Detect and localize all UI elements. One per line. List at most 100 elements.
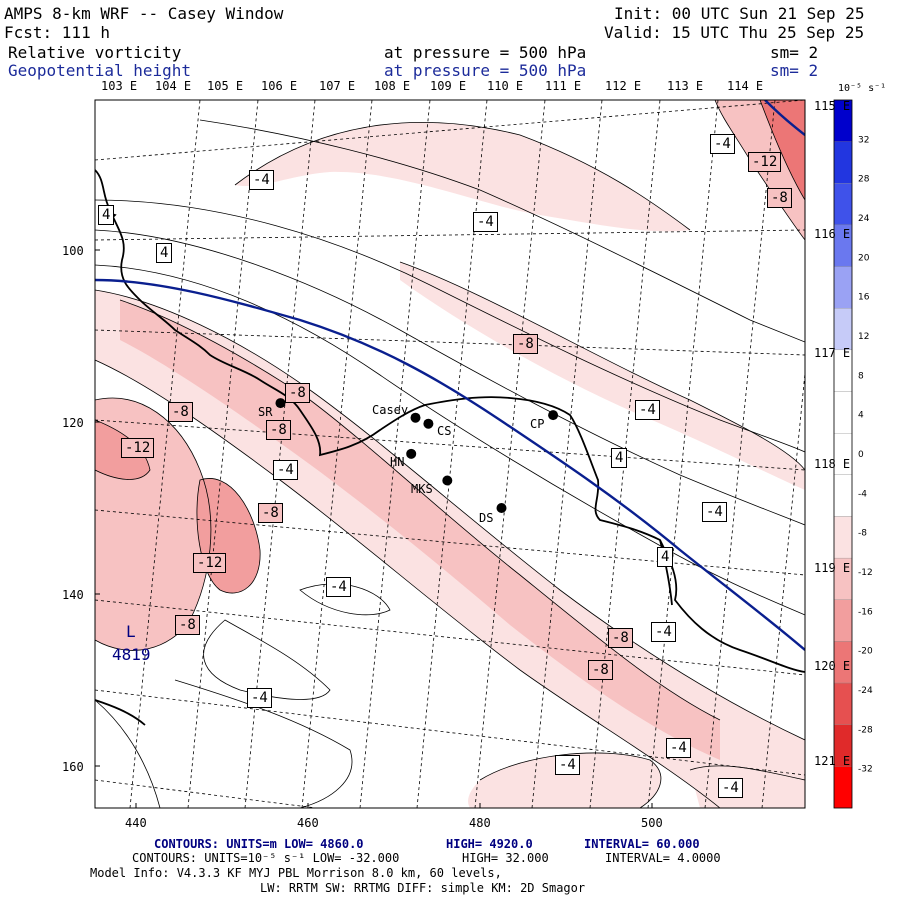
- colorbar-tick-label: -20: [858, 647, 873, 657]
- plot-frame: [94, 99, 806, 809]
- colorbar-tick-label: -8: [858, 529, 867, 539]
- colorbar-tick-label: 20: [858, 253, 870, 263]
- lon-label: 112 E: [605, 79, 642, 93]
- contour-label: -4: [635, 400, 660, 420]
- contour-label: -4: [273, 460, 298, 480]
- contour-label: 4: [657, 547, 674, 567]
- station-dot-sr: [275, 398, 286, 409]
- station-label-casey: Casey: [372, 403, 409, 417]
- station-dot-ds: [496, 503, 507, 513]
- vorticity-shading: [95, 100, 805, 808]
- station-dot-mks: [442, 475, 453, 486]
- lon-label: 105 E: [207, 79, 244, 93]
- contour-label: -4: [473, 212, 498, 232]
- shade-patch-south: [468, 752, 661, 808]
- footer-vort-high: HIGH= 32.000: [462, 851, 549, 865]
- grid-y-label: 140: [62, 588, 84, 602]
- lon-label: 109 E: [430, 79, 467, 93]
- contour-label: -12: [748, 152, 782, 172]
- contour-label: -4: [651, 622, 676, 642]
- lon-label-right: 119 E: [814, 561, 851, 575]
- station-label-mks: MKS: [411, 482, 433, 496]
- colorbar-swatch: [833, 308, 853, 351]
- colorbar-tick-label: -28: [858, 725, 873, 735]
- colorbar-tick-label: 24: [858, 214, 870, 224]
- contour-label: -4: [702, 502, 727, 522]
- station-label-sr: SR: [258, 405, 273, 419]
- shade-band-north: [400, 262, 805, 490]
- contour-label: -12: [193, 553, 227, 573]
- contour-label: -4: [718, 778, 743, 798]
- colorbar-tick-label: 8: [858, 371, 864, 381]
- geopotential-contour-4860: [95, 278, 805, 651]
- field1-name: Relative vorticity: [8, 43, 182, 62]
- colorbar-swatch: [833, 266, 853, 309]
- field1-smoothing: sm= 2: [770, 43, 819, 62]
- grid-x-label: 500: [641, 816, 663, 830]
- contour-label: -4: [249, 170, 274, 190]
- lon-label: 114 E: [727, 79, 764, 93]
- footer-physics-info: LW: RRTM SW: RRTMG DIFF: simple KM: 2D S…: [260, 881, 586, 895]
- contour-label: -12: [121, 438, 155, 458]
- contour-label: 4: [611, 448, 628, 468]
- station-dot-casey: [410, 412, 421, 423]
- contour-label: -4: [666, 738, 691, 758]
- shade-cell-west-core: [196, 478, 261, 594]
- contour-label: -8: [767, 188, 792, 208]
- colorbar-swatch: [833, 766, 853, 809]
- contour-label: -8: [258, 503, 283, 523]
- colorbar-frame: [833, 99, 853, 809]
- lon-label-right: 118 E: [814, 457, 851, 471]
- lon-label: 111 E: [545, 79, 582, 93]
- lon-label: 104 E: [155, 79, 192, 93]
- contour-label: 4: [98, 205, 115, 225]
- colorbar-tick-label: -16: [858, 607, 873, 617]
- contour-label: -4: [710, 134, 735, 154]
- height-low-value: 4819: [112, 645, 151, 664]
- field2-smoothing: sm= 2: [770, 61, 819, 80]
- grid-x-label: 460: [297, 816, 319, 830]
- station-markers: [275, 398, 559, 513]
- coastline: [95, 169, 805, 726]
- colorbar-tick-label: 4: [858, 411, 864, 421]
- lon-label: 107 E: [319, 79, 356, 93]
- colorbar-swatch: [833, 141, 853, 184]
- lon-label-right: 117 E: [814, 346, 851, 360]
- contour-label: 4: [156, 243, 173, 263]
- colorbar-tick-label: 12: [858, 332, 869, 342]
- contour-label: -8: [588, 660, 613, 680]
- footer-height-interval: INTERVAL= 60.000: [584, 837, 700, 851]
- footer-vort-contours: CONTOURS: UNITS=10⁻⁵ s⁻¹ LOW= -32.000: [132, 851, 400, 865]
- colorbar-swatch: [833, 682, 853, 725]
- station-label-ds: DS: [479, 511, 494, 525]
- colorbar-tick-label: -32: [858, 765, 873, 775]
- field1-level: at pressure = 500 hPa: [384, 43, 587, 62]
- station-dot-cp: [548, 410, 559, 421]
- grid-y-label: 160: [62, 760, 84, 774]
- contour-label: -4: [555, 755, 580, 775]
- colorbar-swatch: [833, 599, 853, 642]
- lon-label: 113 E: [667, 79, 704, 93]
- station-label-hn: HN: [390, 455, 405, 469]
- lon-label: 106 E: [261, 79, 298, 93]
- lon-label: 103 E: [101, 79, 138, 93]
- colorbar-swatch: [833, 516, 853, 559]
- station-dot-hn: [406, 448, 417, 459]
- grid-y-label: 100: [62, 244, 84, 258]
- grid-ticks: [95, 249, 653, 808]
- colorbar: 32 28 24 20 16 12 8 4 0 -4 -8 -12 -16 -20 -24 -28 -32: [833, 99, 873, 809]
- field2-name: Geopotential height: [8, 61, 192, 80]
- footer-vort-interval: INTERVAL= 4.0000: [605, 851, 721, 865]
- contour-label: -8: [175, 615, 200, 635]
- contour-label: -8: [168, 402, 193, 422]
- contour-label: -8: [513, 334, 538, 354]
- colorbar-tick-label: -24: [858, 686, 873, 696]
- colorbar-swatch: [833, 183, 853, 226]
- footer-height-contours: CONTOURS: UNITS=m LOW= 4860.0: [154, 837, 364, 851]
- station-label-cs: CS: [437, 424, 452, 438]
- init-time: Init: 00 UTC Sun 21 Sep 25: [614, 4, 865, 23]
- colorbar-tick-label: -12: [858, 568, 873, 578]
- colorbar-tick-label: 32: [858, 135, 869, 145]
- lon-label-right: 120 E: [814, 659, 851, 673]
- colorbar-swatch: [833, 474, 853, 517]
